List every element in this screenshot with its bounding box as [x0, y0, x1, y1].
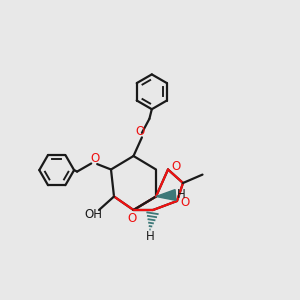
Text: O: O: [128, 212, 136, 226]
Text: H: H: [146, 230, 154, 243]
Polygon shape: [156, 190, 176, 200]
Text: O: O: [171, 160, 180, 173]
Text: H: H: [177, 188, 186, 202]
Text: O: O: [91, 152, 100, 165]
Text: OH: OH: [84, 208, 102, 221]
Text: O: O: [181, 196, 190, 209]
Text: O: O: [136, 125, 145, 138]
